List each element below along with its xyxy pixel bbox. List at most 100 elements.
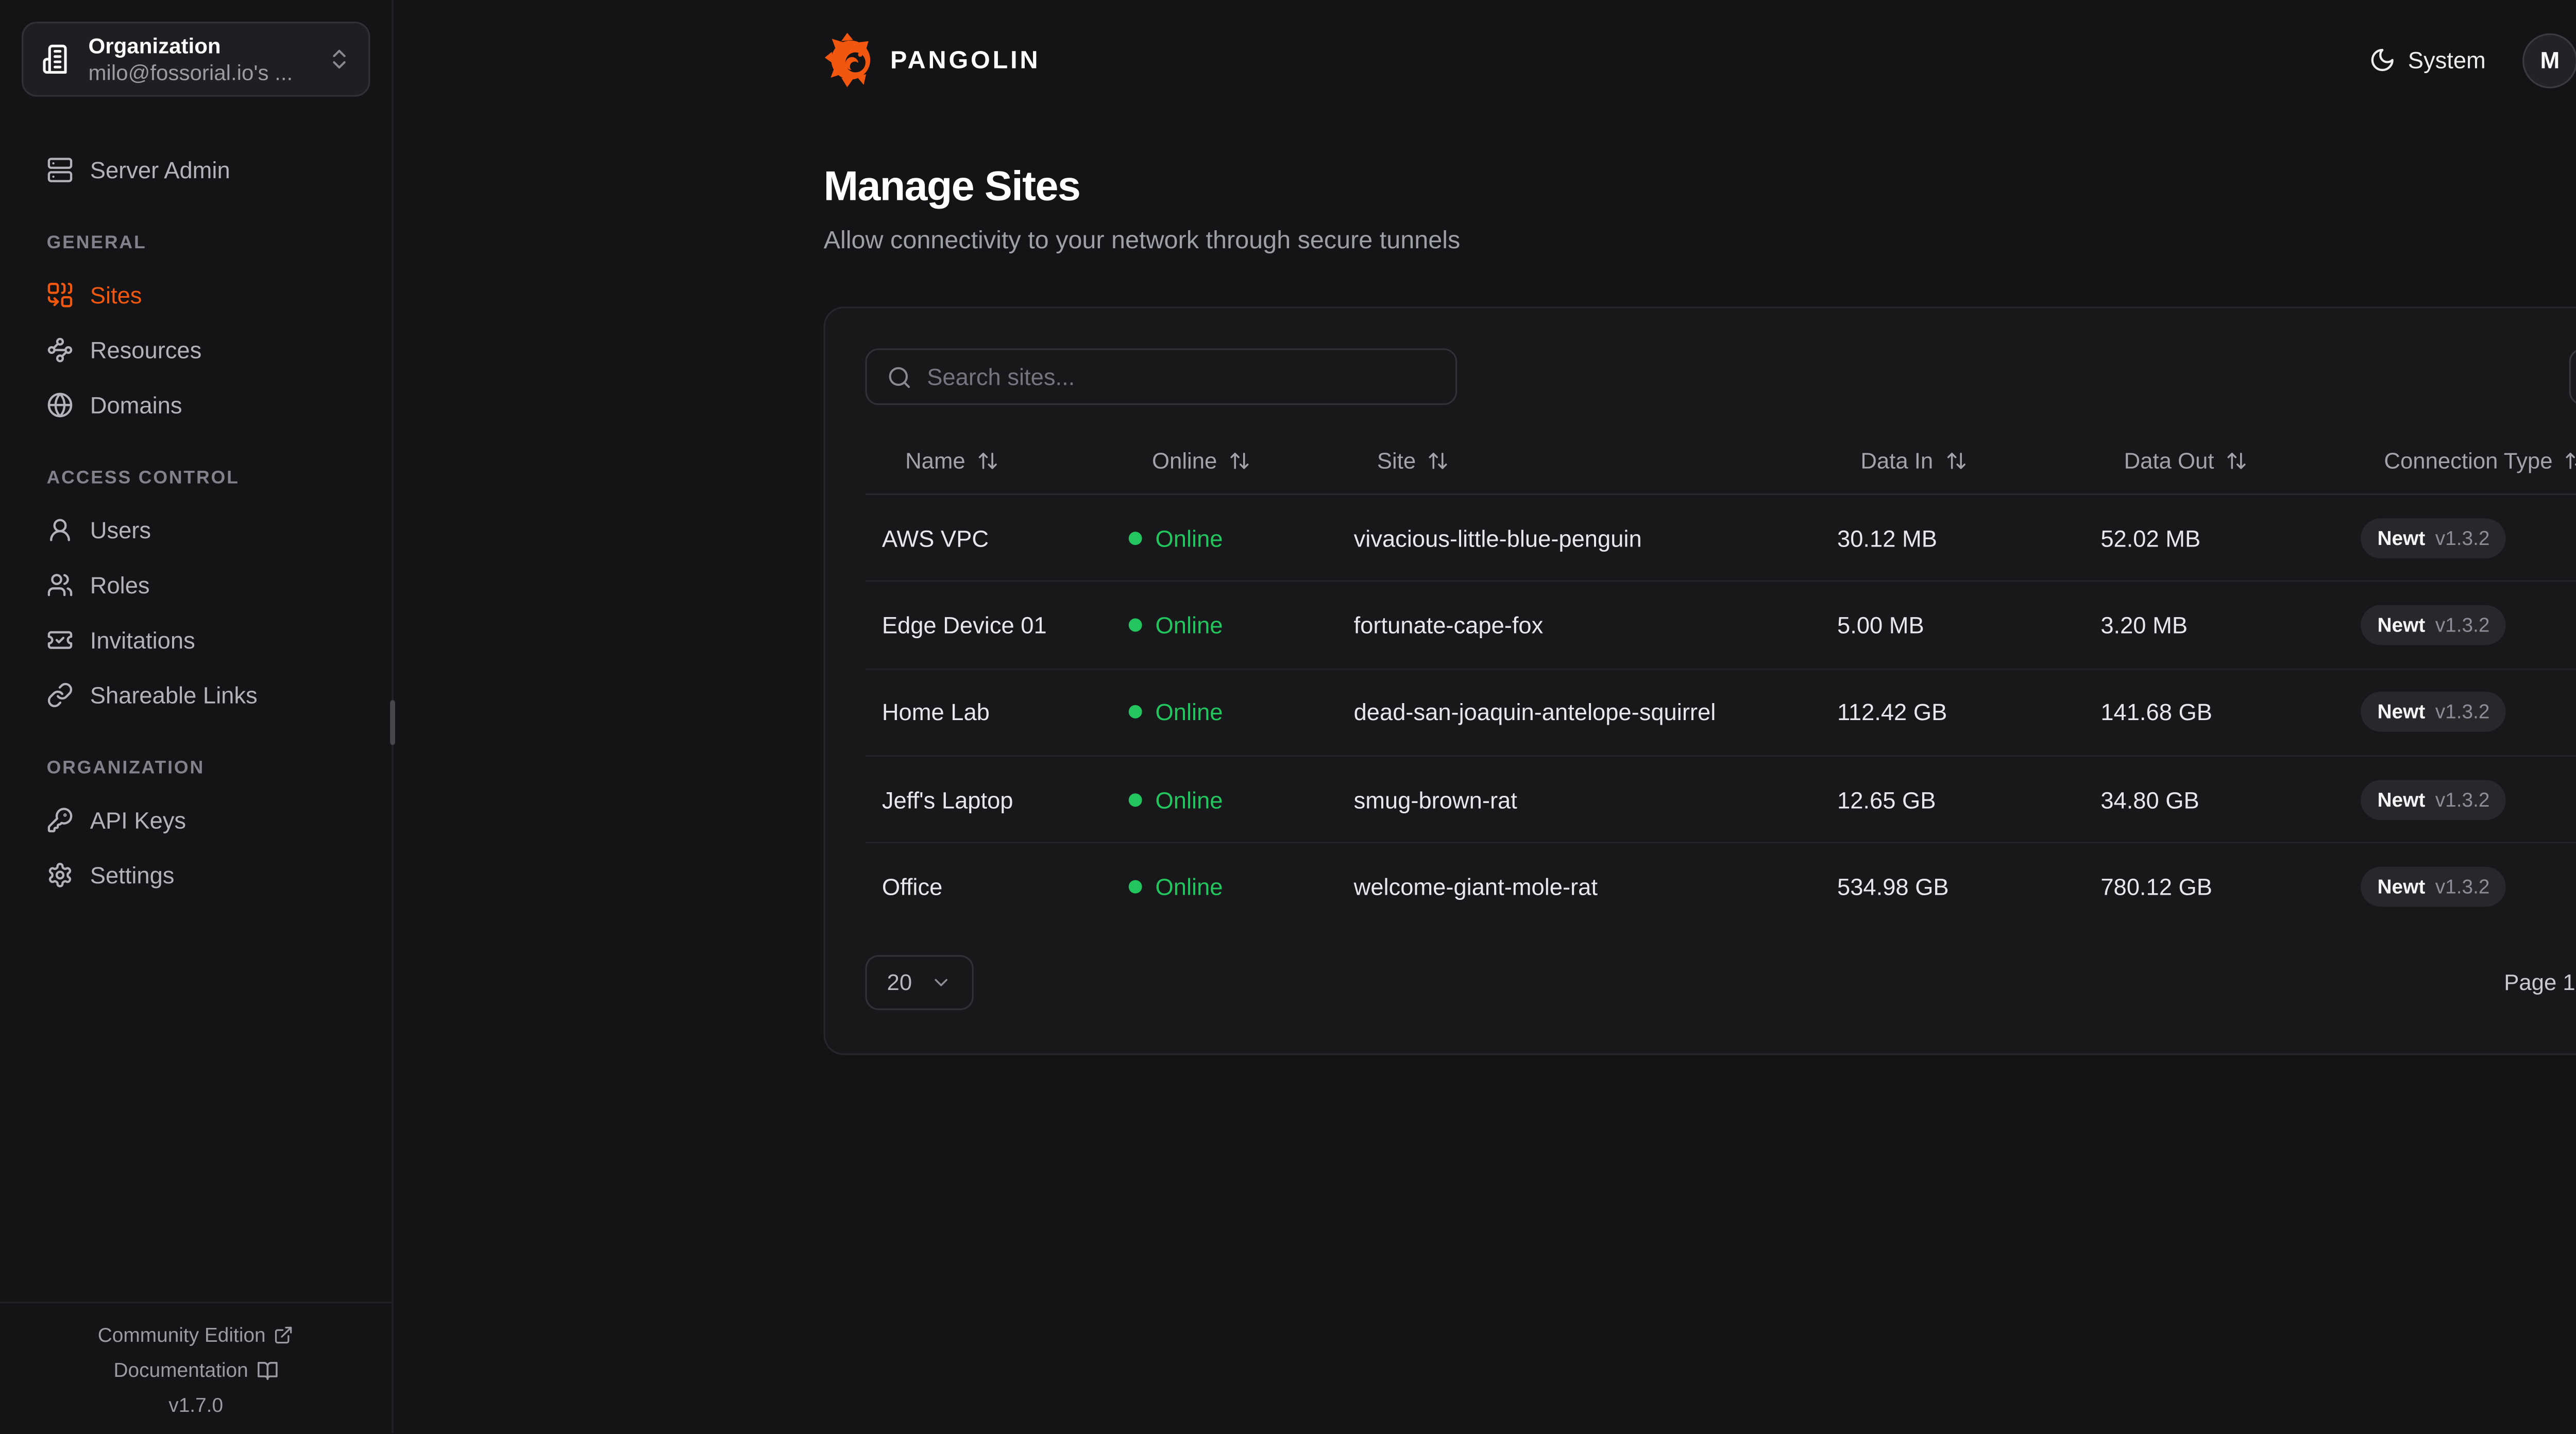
- connection-type-badge: Newt v1.3.2: [2361, 605, 2506, 645]
- sort-icon: [1945, 450, 1967, 472]
- online-status-dot: [1128, 792, 1142, 806]
- online-status-dot: [1128, 618, 1142, 632]
- brand-name: PANGOLIN: [890, 45, 1041, 75]
- cell-data-out: 52.02 MB: [2100, 524, 2201, 551]
- column-header-data-in[interactable]: Data In: [1821, 448, 2084, 473]
- page-title: Manage Sites: [823, 163, 1081, 210]
- table-body: AWS VPC Online vivacious-little-blue-pen…: [865, 495, 2576, 931]
- sidebar-item-label: Users: [90, 516, 151, 543]
- sidebar-item-users[interactable]: Users: [22, 502, 370, 557]
- cell-site: smug-brown-rat: [1353, 786, 1517, 813]
- org-selector-value: milo@fossorial.io's ...: [88, 60, 293, 86]
- table-row: Office Online welcome-giant-mole-rat 534…: [865, 844, 2576, 931]
- column-header-connection-type[interactable]: Connection Type: [2344, 448, 2576, 473]
- sidebar-resize-handle[interactable]: [390, 700, 395, 745]
- search-icon: [887, 364, 912, 389]
- sidebar-footer: Community Edition Documentation v1.7.0: [0, 1302, 392, 1434]
- sidebar-item-roles[interactable]: Roles: [22, 557, 370, 612]
- server-icon: [47, 156, 74, 183]
- column-header-data-out[interactable]: Data Out: [2084, 448, 2344, 473]
- cell-data-in: 12.65 GB: [1837, 786, 1936, 813]
- cell-online: Online: [1112, 786, 1337, 813]
- app-version: v1.7.0: [168, 1394, 224, 1418]
- cell-site: fortunate-cape-fox: [1353, 611, 1544, 639]
- org-selector[interactable]: Organization milo@fossorial.io's ...: [22, 22, 370, 97]
- refresh-button[interactable]: Refresh: [2569, 348, 2576, 405]
- cell-name: Jeff's Laptop: [882, 786, 1013, 813]
- sidebar-item-invitations[interactable]: Invitations: [22, 612, 370, 667]
- table-row: AWS VPC Online vivacious-little-blue-pen…: [865, 495, 2576, 583]
- cell-data-in: 534.98 GB: [1837, 874, 1949, 901]
- documentation-label: Documentation: [113, 1359, 248, 1382]
- table-row: Home Lab Online dead-san-joaquin-antelop…: [865, 670, 2576, 757]
- sidebar-section-access-control: ACCESS CONTROL: [46, 468, 240, 489]
- documentation-link[interactable]: Documentation: [114, 1359, 278, 1382]
- cell-name: Edge Device 01: [882, 611, 1047, 639]
- page-subtitle: Allow connectivity to your network throu…: [823, 227, 1461, 255]
- online-status-dot: [1128, 531, 1142, 544]
- combine-icon: [47, 281, 74, 308]
- sites-table: Name Online Site Data In Data Out Connec…: [865, 429, 2576, 931]
- cell-name: Home Lab: [882, 698, 990, 726]
- cell-online: Online: [1112, 524, 1337, 551]
- page-header: Manage Sites Allow connectivity to your …: [394, 120, 2576, 255]
- search-input[interactable]: [927, 363, 1436, 390]
- chevron-down-icon: [930, 972, 952, 994]
- sidebar-section-general: GENERAL: [46, 233, 147, 253]
- cell-site: welcome-giant-mole-rat: [1353, 874, 1598, 901]
- sites-card: Refresh Add Site Name Online Site Data I…: [823, 306, 2576, 1056]
- cell-name: Office: [882, 874, 943, 901]
- sidebar-item-shareable-links[interactable]: Shareable Links: [22, 667, 370, 722]
- table-row: Edge Device 01 Online fortunate-cape-fox…: [865, 582, 2576, 670]
- gear-icon: [47, 861, 74, 887]
- column-header-name[interactable]: Name: [865, 448, 1112, 473]
- cell-connection-type: Newt v1.3.2: [2344, 867, 2576, 908]
- sidebar-item-domains[interactable]: Domains: [22, 377, 370, 432]
- connection-type-badge: Newt v1.3.2: [2361, 867, 2506, 908]
- cell-data-in: 112.42 GB: [1837, 698, 1947, 726]
- sidebar-item-label: Resources: [90, 336, 202, 363]
- main-content: PANGOLIN System M Manage Sites Allow con…: [394, 0, 2576, 1434]
- sidebar-item-server-admin[interactable]: Server Admin: [22, 142, 370, 197]
- globe-icon: [47, 391, 74, 418]
- moon-icon: [2369, 47, 2396, 74]
- cell-connection-type: Newt v1.3.2: [2344, 779, 2576, 820]
- external-link-icon: [274, 1326, 294, 1346]
- cell-data-out: 780.12 GB: [2100, 874, 2212, 901]
- sidebar-item-label: Domains: [90, 390, 182, 418]
- page-size-select[interactable]: 20: [865, 955, 974, 1011]
- avatar-initial: M: [2540, 46, 2560, 74]
- sidebar-item-label: Sites: [90, 281, 142, 308]
- table-row: Jeff's Laptop Online smug-brown-rat 12.6…: [865, 757, 2576, 844]
- sidebar-item-api-keys[interactable]: API Keys: [22, 792, 370, 847]
- sidebar-section-organization: ORGANIZATION: [46, 758, 205, 779]
- pagination-bar: 20 Page 1 of 1: [865, 955, 2576, 1011]
- sidebar-item-label: Server Admin: [90, 156, 230, 183]
- column-header-online[interactable]: Online: [1112, 448, 1337, 473]
- sidebar-item-sites[interactable]: Sites: [22, 267, 370, 322]
- community-edition-link[interactable]: Community Edition: [98, 1324, 294, 1347]
- brand-logo: PANGOLIN: [824, 31, 1041, 88]
- sidebar-item-settings[interactable]: Settings: [22, 847, 370, 902]
- cell-data-in: 30.12 MB: [1837, 524, 1937, 551]
- sidebar-item-label: Shareable Links: [90, 680, 258, 708]
- building-icon: [42, 43, 73, 75]
- waypoints-icon: [47, 336, 74, 363]
- sidebar-item-resources[interactable]: Resources: [22, 322, 370, 377]
- theme-toggle[interactable]: System: [2369, 46, 2486, 74]
- table-toolbar: Refresh Add Site: [865, 348, 2576, 405]
- avatar[interactable]: M: [2522, 32, 2576, 88]
- page-size-value: 20: [887, 970, 912, 996]
- cell-site: vivacious-little-blue-penguin: [1353, 524, 1642, 551]
- topbar: PANGOLIN System M: [394, 0, 2576, 120]
- user-icon: [47, 516, 74, 543]
- pager-status: Page 1 of 1: [2504, 970, 2576, 996]
- theme-label: System: [2408, 46, 2486, 74]
- column-header-site[interactable]: Site: [1337, 448, 1820, 473]
- sidebar: Organization milo@fossorial.io's ... Ser…: [0, 0, 395, 1434]
- connection-type-badge: Newt v1.3.2: [2361, 692, 2506, 732]
- connection-type-badge: Newt v1.3.2: [2361, 779, 2506, 820]
- sidebar-item-label: Roles: [90, 571, 150, 598]
- cell-connection-type: Newt v1.3.2: [2344, 692, 2576, 732]
